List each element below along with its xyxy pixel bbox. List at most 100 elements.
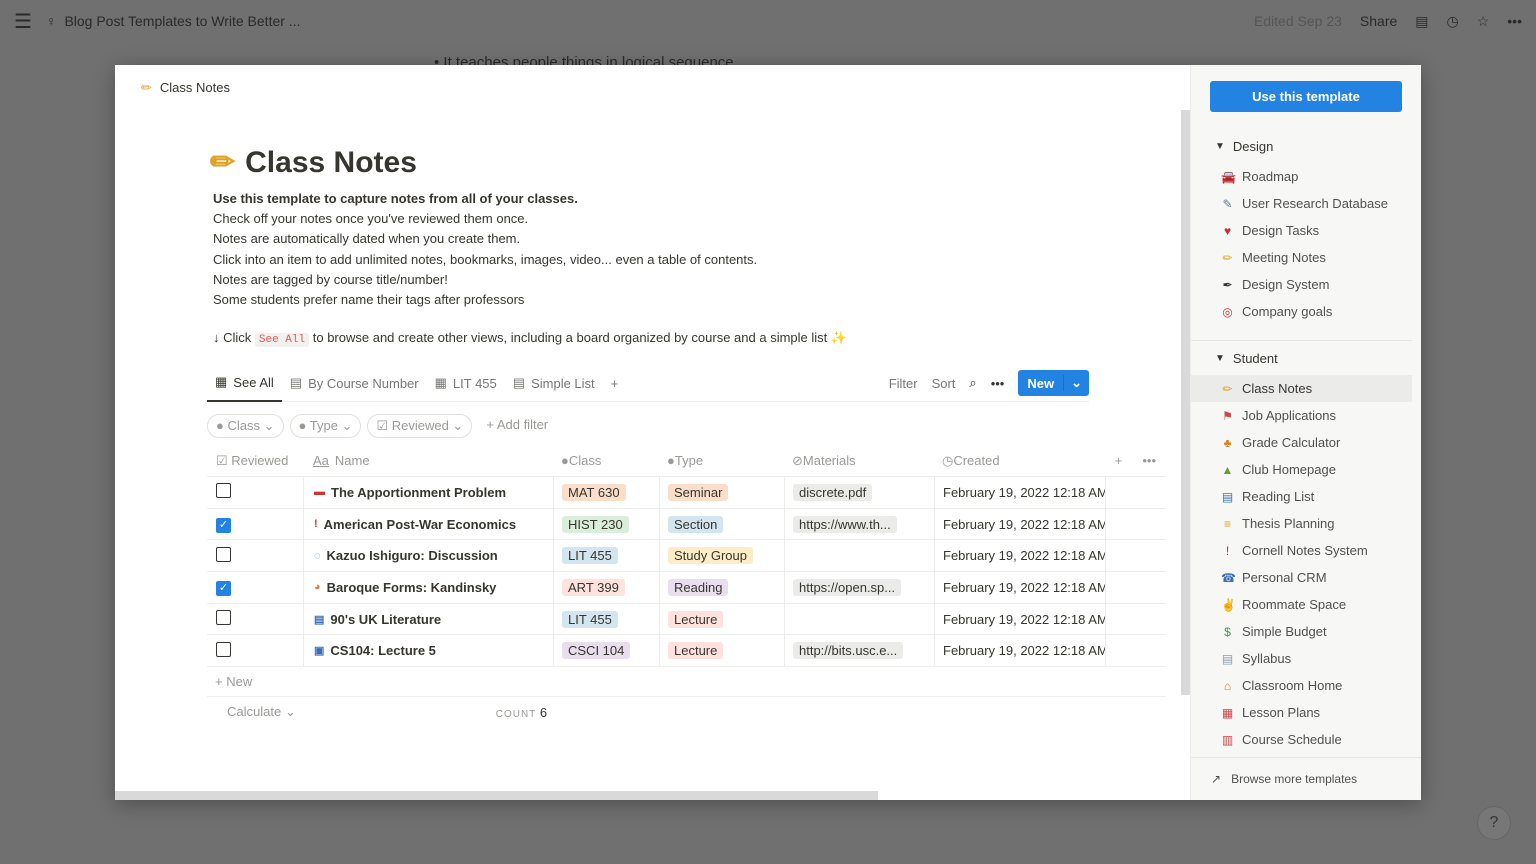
col-materials[interactable]: ⊘ Materials [792, 452, 856, 469]
type-cell[interactable]: Lecture [659, 603, 784, 635]
materials-cell[interactable]: https://www.th... [784, 508, 934, 540]
use-template-button[interactable]: Use this template [1210, 81, 1402, 112]
class-cell[interactable]: ART 399 [553, 572, 659, 603]
add-view-button[interactable]: + [610, 375, 619, 391]
browse-templates-link[interactable]: ↗ Browse more templates [1191, 757, 1421, 800]
row-name[interactable]: The Apportionment Problem [331, 484, 507, 500]
new-button[interactable]: New ⌄ [1018, 370, 1089, 396]
template-item[interactable]: ◎ Company goals [1191, 298, 1412, 325]
calculate-button[interactable]: Calculate ⌄ [227, 704, 296, 720]
material-link[interactable]: https://open.sp... [793, 578, 902, 596]
more-icon[interactable]: ••• [1507, 13, 1522, 29]
row-name[interactable]: CS104: Lecture 5 [330, 643, 436, 659]
class-cell[interactable]: LIT 455 [553, 603, 659, 635]
reviewed-checkbox[interactable]: ✓ [216, 517, 231, 533]
name-cell[interactable]: ! American Post-War Economics [303, 508, 553, 540]
template-item[interactable]: ▦ Lesson Plans [1191, 699, 1412, 726]
add-column-icon[interactable]: + [1114, 453, 1123, 468]
filter-reviewed[interactable]: ☑ Reviewed ⌄ [367, 414, 473, 438]
material-link[interactable]: https://www.th... [793, 515, 897, 533]
col-class[interactable]: ● Class [561, 453, 602, 468]
template-item[interactable]: $ Simple Budget [1191, 618, 1412, 645]
tab-simple-list[interactable]: ▤ Simple List [505, 365, 603, 402]
template-item[interactable]: ⚑ Job Applications [1191, 402, 1412, 429]
template-item[interactable]: ▥ Course Schedule [1191, 726, 1412, 753]
template-item[interactable]: 🚘 Roadmap [1191, 163, 1412, 190]
row-name[interactable]: 90's UK Literature [330, 611, 442, 627]
menu-icon[interactable]: ☰ [14, 10, 32, 33]
row-name[interactable]: Kazuo Ishiguro: Discussion [326, 548, 498, 564]
col-reviewed[interactable]: ☑ Reviewed [216, 452, 289, 468]
new-label[interactable]: New [1027, 375, 1055, 391]
col-name[interactable]: Aa Name [313, 453, 370, 468]
class-cell[interactable]: HIST 230 [553, 508, 659, 540]
row-name[interactable]: American Post-War Economics [323, 516, 517, 532]
table-row[interactable]: ✓ ! American Post-War Economics HIST 230 … [207, 508, 1166, 541]
template-item[interactable]: ⌂ Classroom Home [1191, 672, 1412, 699]
table-row[interactable]: ◌ Kazuo Ishiguro: Discussion LIT 455 Stud… [207, 540, 1166, 573]
template-item[interactable]: ! Cornell Notes System [1191, 537, 1412, 564]
add-row-button[interactable]: + New [207, 667, 1166, 698]
filter-button[interactable]: Filter [888, 375, 918, 391]
filter-type[interactable]: ● Type ⌄ [289, 414, 362, 438]
name-cell[interactable]: ◕ Baroque Forms: Kandinsky [303, 572, 553, 603]
search-icon[interactable]: ⌕ [969, 375, 977, 390]
section-toggle[interactable]: ▼ Design [1191, 129, 1412, 163]
breadcrumb[interactable]: ♀ Blog Post Templates to Write Better ... [46, 13, 301, 29]
tab-see-all[interactable]: ▦ See All [207, 365, 282, 402]
material-link[interactable]: discrete.pdf [793, 483, 873, 501]
type-cell[interactable]: Study Group [659, 540, 784, 572]
add-filter-button[interactable]: + Add filter [486, 417, 549, 432]
section-toggle[interactable]: ▼ Student [1191, 341, 1412, 375]
material-link[interactable]: http://bits.usc.e... [793, 642, 904, 660]
template-item[interactable]: ✏ Class Notes [1191, 375, 1412, 402]
type-cell[interactable]: Reading [659, 572, 784, 603]
reviewed-checkbox[interactable]: ✓ [216, 580, 231, 596]
table-row[interactable]: ▤ 90's UK Literature LIT 455 Lecture Febr… [207, 603, 1166, 636]
reviewed-checkbox[interactable] [216, 546, 231, 562]
name-cell[interactable]: ▬ The Apportionment Problem [303, 477, 553, 508]
chevron-down-icon[interactable]: ⌄ [1063, 375, 1089, 391]
name-cell[interactable]: ▤ 90's UK Literature [303, 603, 553, 635]
col-type[interactable]: ● Type [667, 453, 704, 468]
materials-cell[interactable]: http://bits.usc.e... [784, 635, 934, 667]
template-item[interactable]: ✏ Meeting Notes [1191, 244, 1412, 271]
template-item[interactable]: ▲ Club Homepage [1191, 456, 1412, 483]
materials-cell[interactable]: https://open.sp... [784, 572, 934, 603]
materials-cell[interactable] [784, 603, 934, 635]
table-row[interactable]: ▬ The Apportionment Problem MAT 630 Semin… [207, 477, 1166, 509]
template-item[interactable]: ✒ Design System [1191, 271, 1412, 298]
type-cell[interactable]: Lecture [659, 635, 784, 667]
sort-button[interactable]: Sort [931, 375, 956, 391]
comments-icon[interactable]: ▤ [1415, 12, 1429, 29]
template-item[interactable]: ♣ Grade Calculator [1191, 429, 1412, 456]
help-button[interactable]: ? [1477, 806, 1511, 840]
class-cell[interactable]: MAT 630 [553, 477, 659, 508]
table-row[interactable]: ▣ CS104: Lecture 5 CSCI 104 Lecture http:… [207, 635, 1166, 668]
template-item[interactable]: ♥ Design Tasks [1191, 217, 1412, 244]
more-icon[interactable]: ••• [1142, 453, 1156, 468]
name-cell[interactable]: ▣ CS104: Lecture 5 [303, 635, 553, 667]
class-cell[interactable]: LIT 455 [553, 540, 659, 572]
class-cell[interactable]: CSCI 104 [553, 635, 659, 667]
horizontal-scrollbar[interactable] [115, 791, 878, 800]
reviewed-checkbox[interactable] [216, 610, 231, 626]
star-icon[interactable]: ☆ [1476, 12, 1490, 29]
name-cell[interactable]: ◌ Kazuo Ishiguro: Discussion [303, 540, 553, 572]
type-cell[interactable]: Section [659, 508, 784, 540]
tab-lit-455[interactable]: ▦ LIT 455 [427, 365, 505, 402]
row-name[interactable]: Baroque Forms: Kandinsky [326, 579, 497, 595]
reviewed-checkbox[interactable] [216, 641, 231, 657]
history-icon[interactable]: ◷ [1446, 12, 1459, 29]
tab-by-course-number[interactable]: ▤ By Course Number [282, 365, 427, 402]
vertical-scrollbar[interactable] [1181, 110, 1190, 695]
share-button[interactable]: Share [1359, 13, 1398, 29]
reviewed-checkbox[interactable] [216, 483, 231, 499]
template-item[interactable]: ≡ Thesis Planning [1191, 510, 1412, 537]
more-icon[interactable]: ••• [990, 375, 1005, 391]
col-created[interactable]: ◷ Created [942, 452, 1000, 469]
materials-cell[interactable]: discrete.pdf [784, 477, 934, 508]
template-item[interactable]: ☎ Personal CRM [1191, 564, 1412, 591]
table-row[interactable]: ✓ ◕ Baroque Forms: Kandinsky ART 399 Read… [207, 572, 1166, 604]
page-title[interactable]: Blog Post Templates to Write Better ... [64, 13, 301, 29]
